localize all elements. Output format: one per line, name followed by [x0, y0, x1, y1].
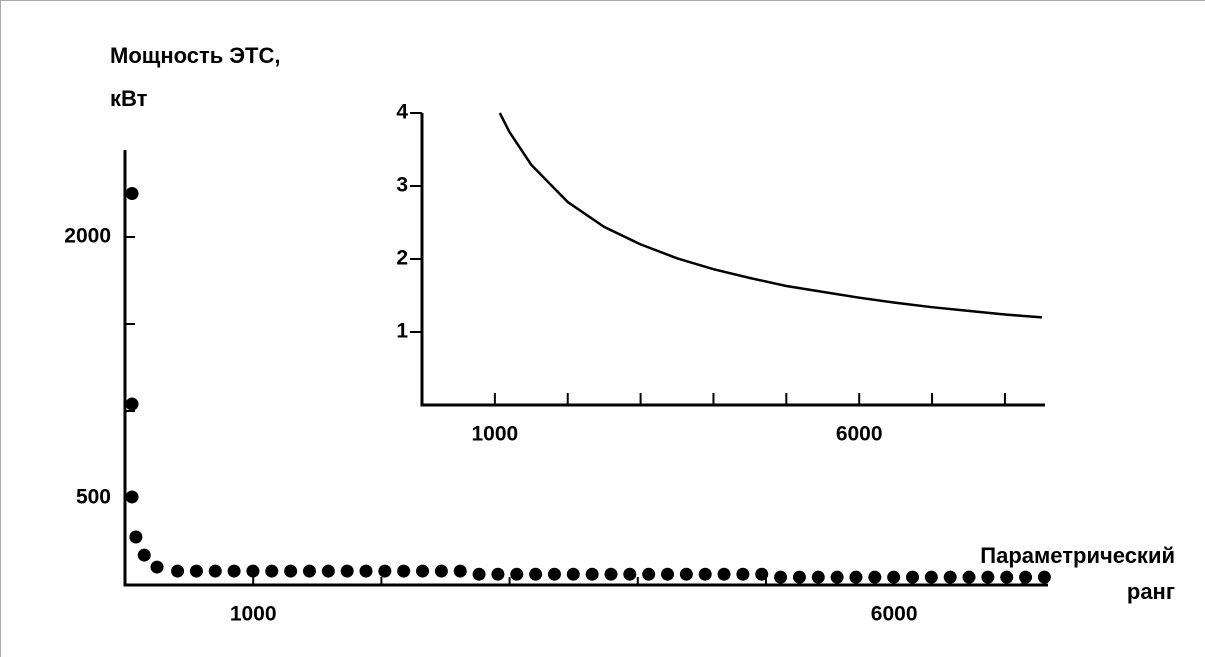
point	[321, 564, 335, 578]
point	[811, 570, 825, 584]
point	[359, 564, 373, 578]
point	[604, 567, 618, 581]
y-axis-label: Мощность ЭТС,	[110, 43, 281, 68]
point	[1019, 570, 1033, 584]
point	[340, 564, 354, 578]
point	[962, 570, 976, 584]
y-tick-label: 500	[76, 486, 111, 509]
point	[774, 570, 788, 584]
y-tick-label: 1	[396, 320, 408, 343]
point	[1037, 570, 1051, 584]
point	[150, 560, 164, 574]
point	[623, 567, 637, 581]
y-tick-label: 2000	[64, 225, 111, 248]
x-tick-label: 6000	[836, 423, 883, 446]
point	[125, 397, 139, 411]
point	[302, 564, 316, 578]
point	[868, 570, 882, 584]
point	[849, 570, 863, 584]
point	[125, 490, 139, 504]
x-tick-label: 1000	[230, 603, 277, 626]
point	[566, 567, 580, 581]
point	[905, 570, 919, 584]
point	[491, 567, 505, 581]
point	[453, 564, 467, 578]
point	[1000, 570, 1014, 584]
point	[246, 564, 260, 578]
point	[378, 564, 392, 578]
point	[472, 567, 486, 581]
point	[642, 567, 656, 581]
point	[981, 570, 995, 584]
point	[416, 564, 430, 578]
point	[887, 570, 901, 584]
y-tick-label: 3	[396, 174, 408, 197]
point	[792, 570, 806, 584]
x-axis-label: Параметрический	[980, 543, 1175, 568]
y-tick-label: 2	[396, 247, 408, 270]
point	[943, 570, 957, 584]
point	[189, 564, 203, 578]
point	[547, 567, 561, 581]
y-axis-label: кВт	[110, 86, 148, 111]
point	[265, 564, 279, 578]
point	[830, 570, 844, 584]
point	[171, 564, 185, 578]
point	[284, 564, 298, 578]
point	[227, 564, 241, 578]
point	[736, 567, 750, 581]
point	[129, 530, 143, 544]
point	[585, 567, 599, 581]
point	[137, 548, 151, 562]
curve	[498, 112, 1042, 319]
y-tick-label: 4	[396, 101, 408, 124]
x-tick-label: 6000	[871, 603, 918, 626]
x-axis-label: ранг	[1127, 579, 1175, 604]
point	[208, 564, 222, 578]
point	[717, 567, 731, 581]
point	[679, 567, 693, 581]
point	[661, 567, 675, 581]
point	[510, 567, 524, 581]
point	[434, 564, 448, 578]
point	[698, 567, 712, 581]
point	[125, 187, 139, 200]
point	[755, 567, 769, 581]
x-tick-label: 1000	[472, 423, 519, 446]
point	[529, 567, 543, 581]
point	[397, 564, 411, 578]
point	[924, 570, 938, 584]
